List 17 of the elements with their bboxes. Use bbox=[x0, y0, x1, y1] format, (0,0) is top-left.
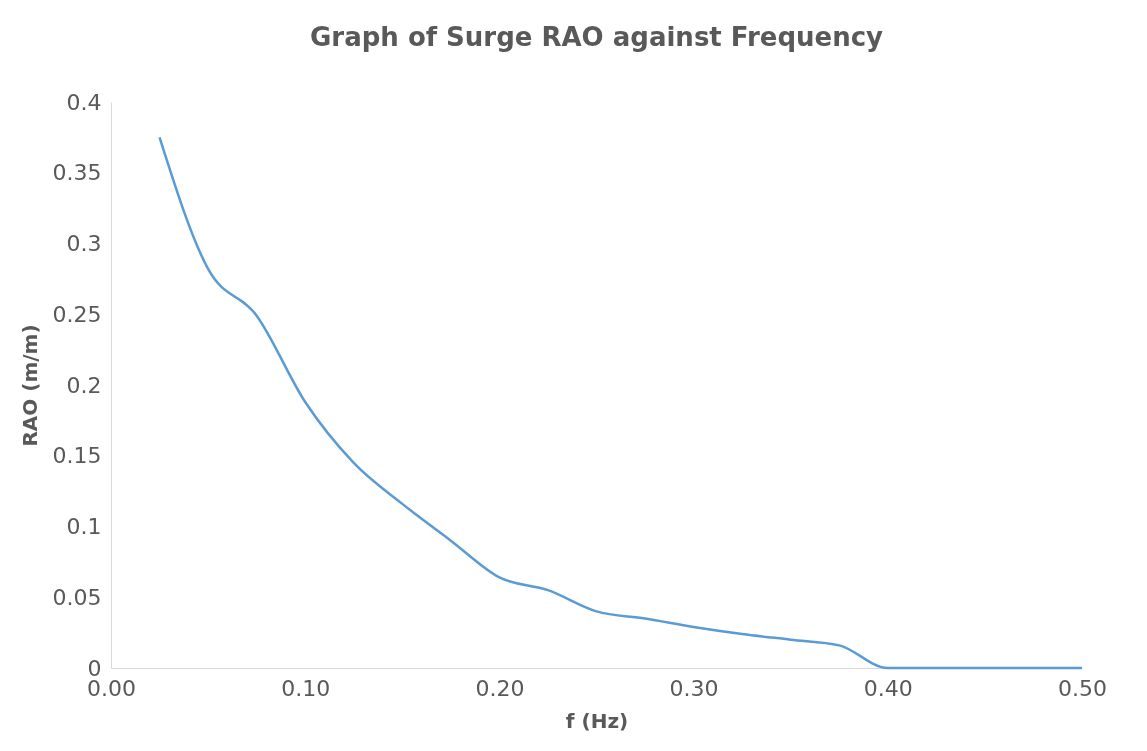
y-axis-title: RAO (m/m) bbox=[17, 324, 42, 447]
y-tick-label: 0.1 bbox=[66, 514, 102, 539]
x-tick-label: 0.20 bbox=[475, 675, 525, 701]
x-axis-title: f (Hz) bbox=[565, 708, 629, 733]
y-tick-label: 0.05 bbox=[52, 584, 102, 610]
y-tick-label: 0.2 bbox=[66, 372, 102, 398]
y-tick-label: 0.25 bbox=[52, 301, 102, 327]
y-tick-label: 0.15 bbox=[52, 443, 102, 469]
x-tick-label: 0.50 bbox=[1058, 675, 1107, 701]
y-tick-label: 0.3 bbox=[66, 231, 102, 256]
y-tick-label: 0.35 bbox=[52, 160, 102, 186]
chart-title: Graph of Surge RAO against Frequency bbox=[309, 22, 884, 52]
x-tick-label: 0.30 bbox=[669, 675, 719, 701]
x-tick-label: 0.40 bbox=[863, 675, 913, 701]
y-tick-label: 0.4 bbox=[66, 89, 102, 115]
x-tick-label: 0.10 bbox=[281, 675, 331, 701]
line-series bbox=[158, 136, 1084, 670]
